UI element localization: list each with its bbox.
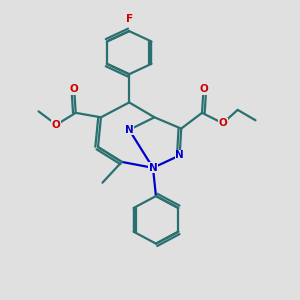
Text: O: O	[70, 84, 79, 94]
Text: O: O	[52, 120, 61, 130]
Text: O: O	[199, 84, 208, 94]
Text: N: N	[148, 163, 157, 173]
Text: F: F	[126, 14, 133, 24]
Text: N: N	[175, 150, 184, 160]
Text: N: N	[125, 125, 134, 135]
Text: O: O	[218, 118, 227, 128]
